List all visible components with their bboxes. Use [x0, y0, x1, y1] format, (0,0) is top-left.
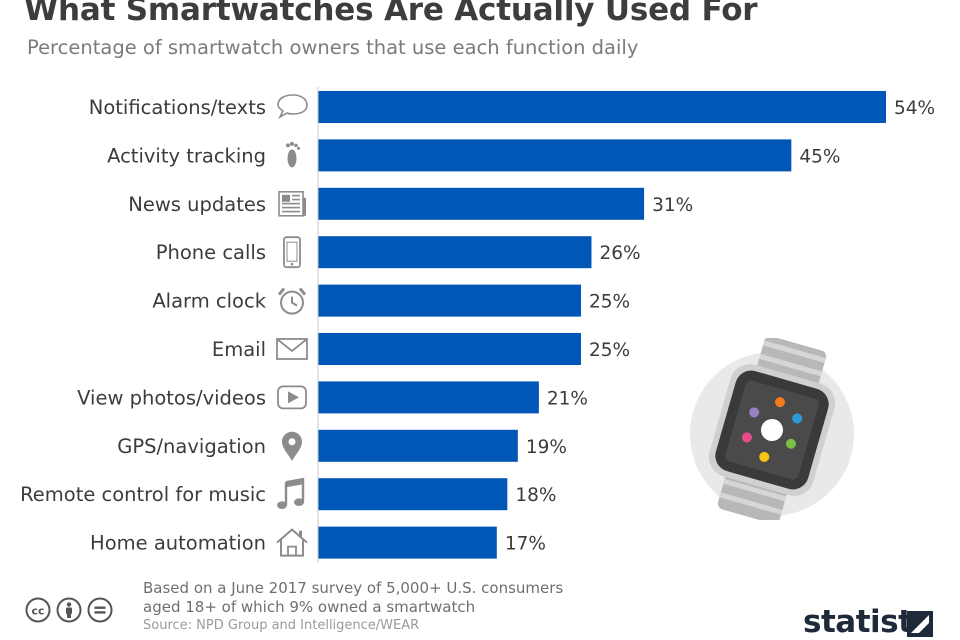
statista-mark-icon — [907, 611, 933, 637]
value-label: 18% — [515, 485, 556, 506]
svg-text:cc: cc — [31, 605, 44, 618]
speech-bubble-icon — [277, 94, 308, 120]
category-label: Alarm clock — [152, 290, 266, 313]
bar-1 — [318, 91, 886, 123]
category-label: GPS/navigation — [117, 435, 266, 458]
bar-6 — [318, 333, 581, 365]
map-pin-icon — [282, 431, 302, 461]
value-label: 25% — [589, 292, 630, 313]
attribution-icon[interactable] — [56, 597, 82, 623]
chart-subtitle: Percentage of smartwatch owners that use… — [27, 36, 639, 59]
value-label: 21% — [547, 388, 588, 409]
house-icon — [276, 528, 308, 557]
value-label: 17% — [505, 534, 546, 555]
alarm-clock-icon — [277, 287, 307, 315]
source-text: Source: NPD Group and Intelligence/WEAR — [143, 618, 420, 633]
phone-icon — [283, 236, 301, 269]
value-label: 26% — [599, 243, 640, 264]
category-label: Notifications/texts — [89, 96, 266, 119]
value-label: 25% — [589, 340, 630, 361]
category-label: Phone calls — [156, 241, 266, 264]
creative-commons-icon[interactable]: cc — [25, 597, 51, 623]
bar-chart: Notifications/texts 54% Activity tracking 4… — [20, 87, 935, 563]
bar-2 — [318, 139, 792, 172]
music-note-icon — [277, 477, 305, 509]
bar-9 — [318, 478, 508, 511]
value-label: 19% — [526, 437, 567, 458]
category-label: View photos/videos — [77, 386, 266, 409]
category-label: News updates — [128, 193, 266, 216]
value-label: 54% — [894, 98, 935, 119]
value-label: 45% — [799, 146, 840, 167]
play-video-icon — [277, 385, 307, 410]
category-label: Activity tracking — [107, 144, 266, 167]
bar-3 — [318, 187, 645, 220]
category-label: Home automation — [90, 532, 266, 555]
no-derivatives-icon[interactable] — [87, 597, 113, 623]
category-label: Remote control for music — [20, 483, 266, 506]
survey-note: Based on a June 2017 survey of 5,000+ U.… — [143, 579, 564, 616]
envelope-icon — [276, 338, 308, 360]
category-label: Email — [212, 338, 266, 361]
bar-10 — [318, 526, 497, 559]
bar-7 — [318, 381, 539, 414]
value-label: 31% — [652, 195, 693, 216]
chart-title: What Smartwatches Are Actually Used For — [24, 0, 758, 28]
bar-5 — [318, 284, 581, 317]
footprint-icon — [286, 141, 300, 168]
smartwatch-illustration — [690, 338, 854, 520]
bar-8 — [318, 429, 518, 462]
bar-4 — [318, 236, 592, 269]
newspaper-icon — [278, 191, 306, 217]
license-icons: cc — [25, 597, 113, 623]
